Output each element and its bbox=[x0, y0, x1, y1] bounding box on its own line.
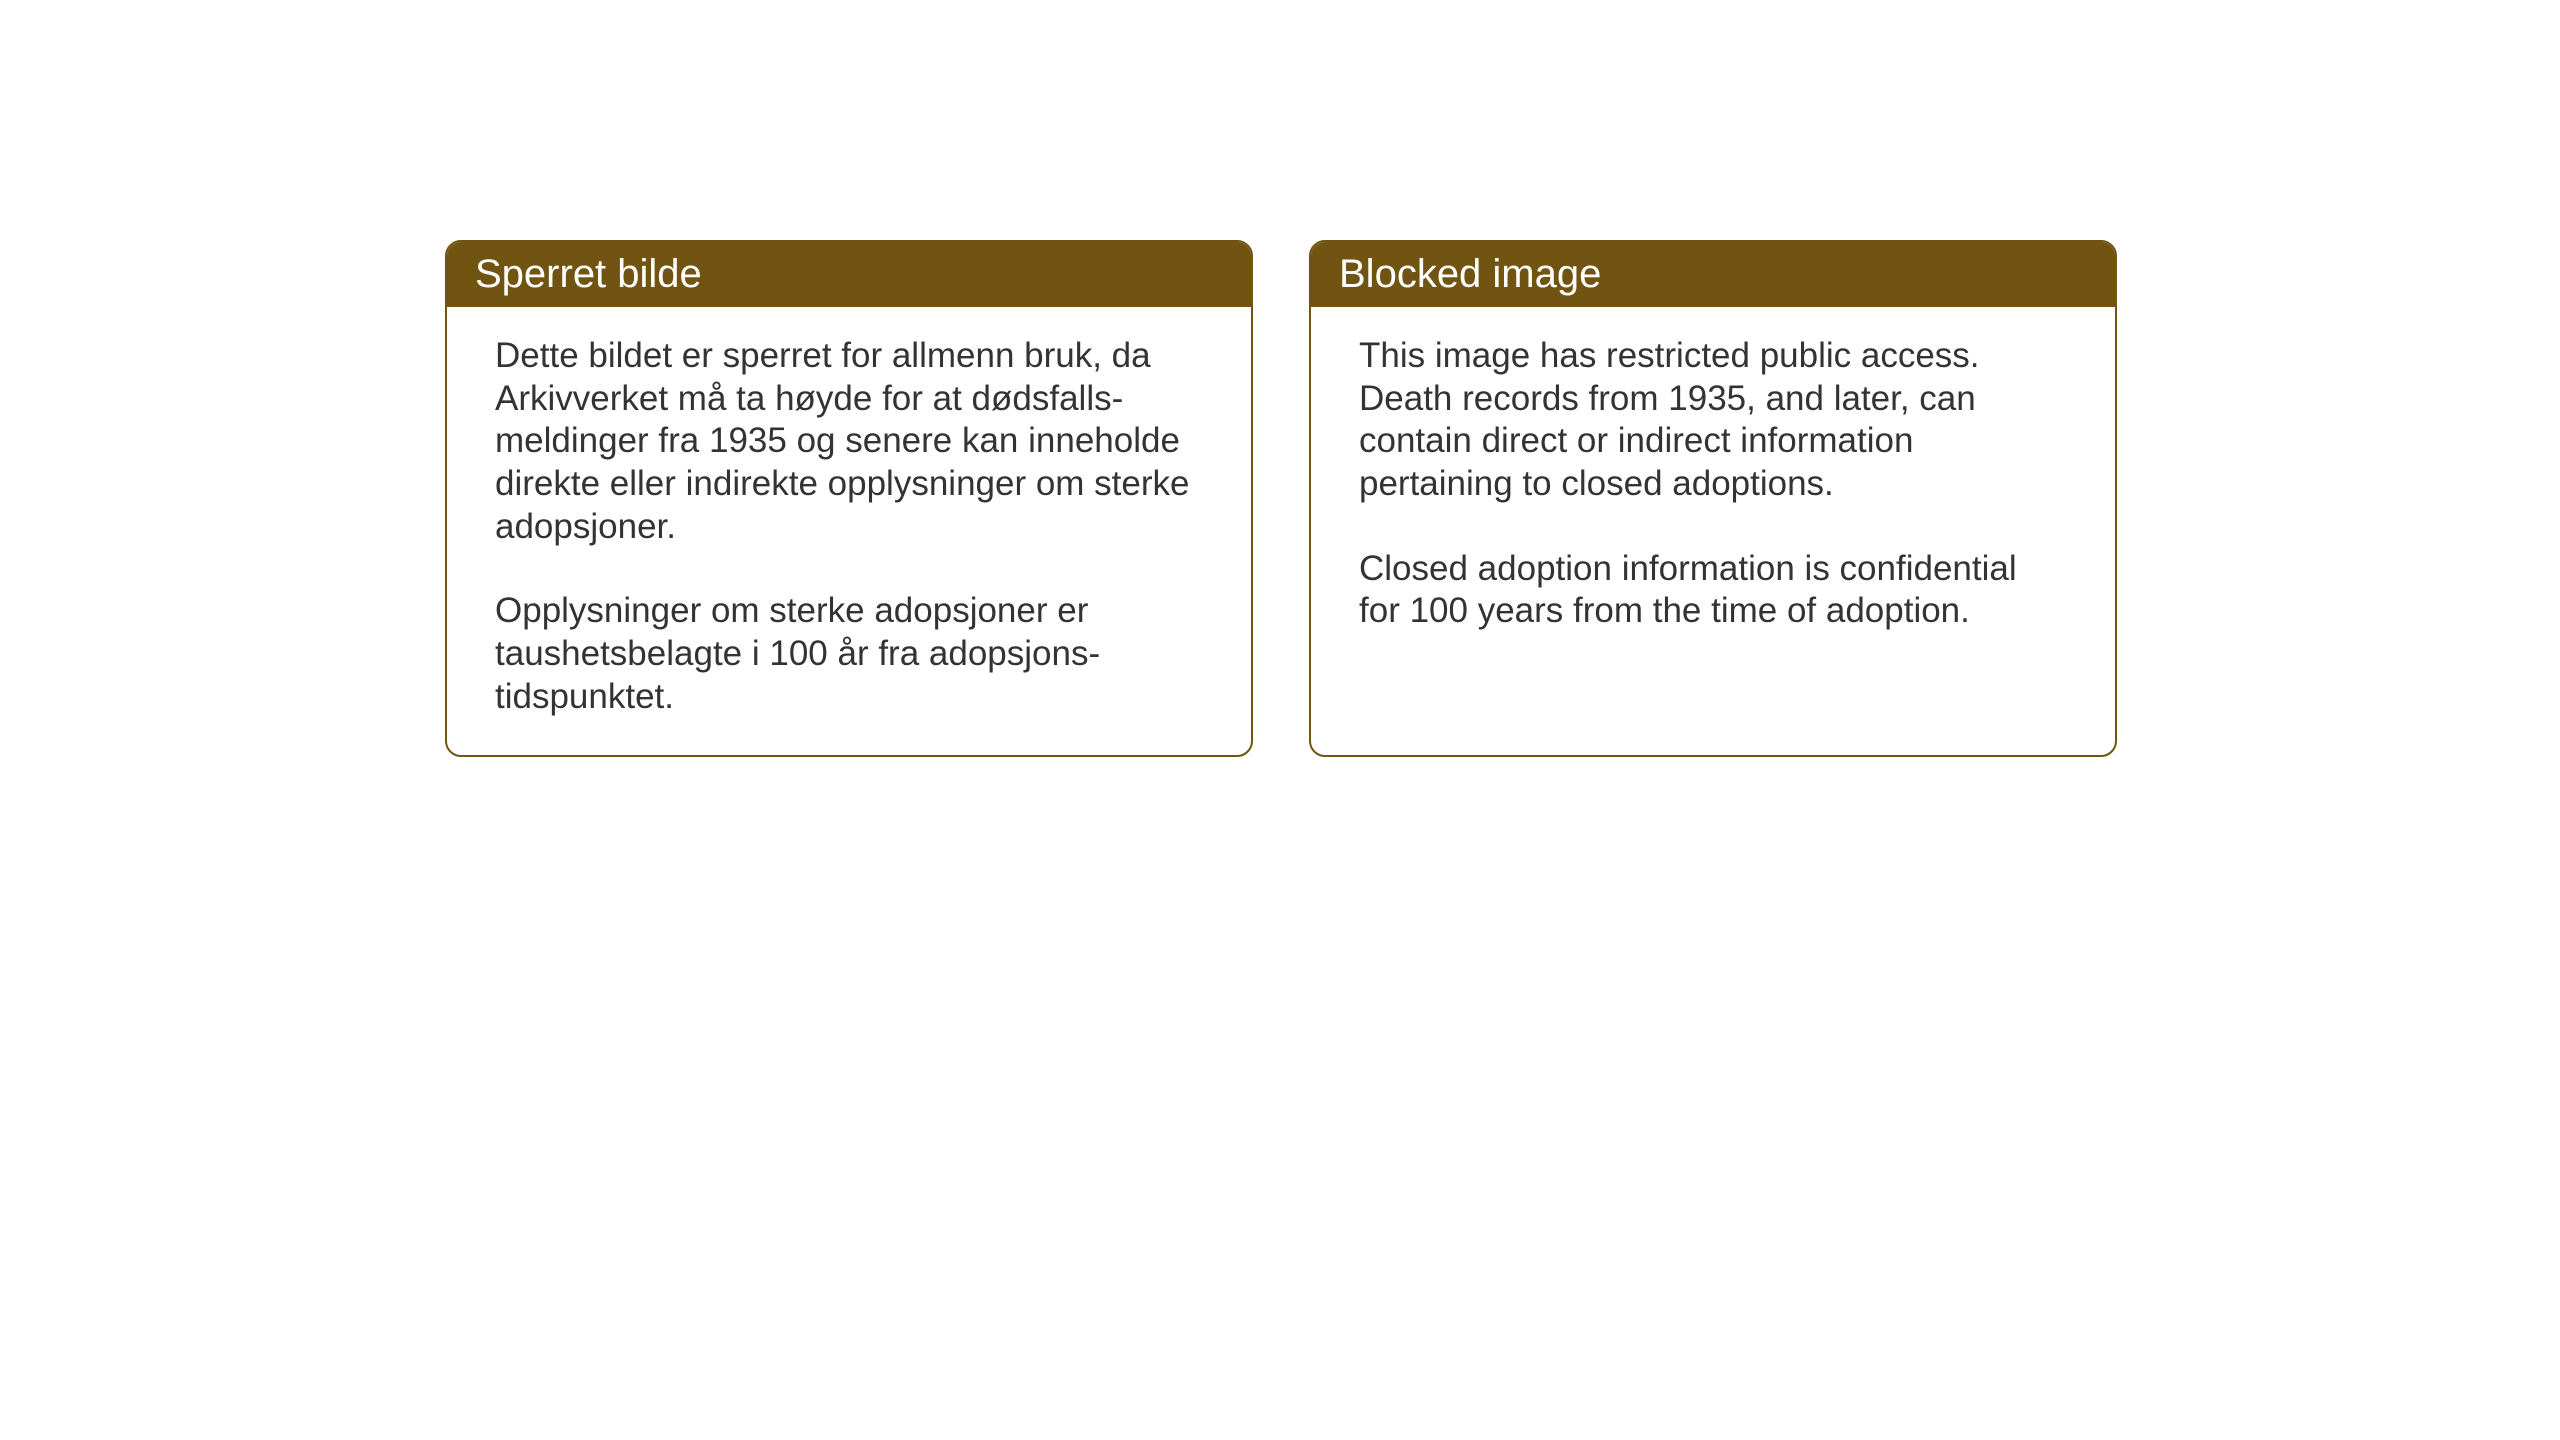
card-header-english: Blocked image bbox=[1311, 242, 2115, 307]
card-body-english: This image has restricted public access.… bbox=[1311, 307, 2115, 669]
cards-container: Sperret bilde Dette bildet er sperret fo… bbox=[445, 240, 2117, 757]
card-header-norwegian: Sperret bilde bbox=[447, 242, 1251, 307]
card-norwegian: Sperret bilde Dette bildet er sperret fo… bbox=[445, 240, 1253, 757]
paragraph-english-1: This image has restricted public access.… bbox=[1359, 335, 2067, 506]
header-title-norwegian: Sperret bilde bbox=[475, 252, 702, 296]
card-body-norwegian: Dette bildet er sperret for allmenn bruk… bbox=[447, 307, 1251, 755]
header-title-english: Blocked image bbox=[1339, 252, 1601, 296]
paragraph-english-2: Closed adoption information is confident… bbox=[1359, 548, 2067, 633]
paragraph-norwegian-1: Dette bildet er sperret for allmenn bruk… bbox=[495, 335, 1203, 548]
card-english: Blocked image This image has restricted … bbox=[1309, 240, 2117, 757]
paragraph-norwegian-2: Opplysninger om sterke adopsjoner er tau… bbox=[495, 590, 1203, 718]
